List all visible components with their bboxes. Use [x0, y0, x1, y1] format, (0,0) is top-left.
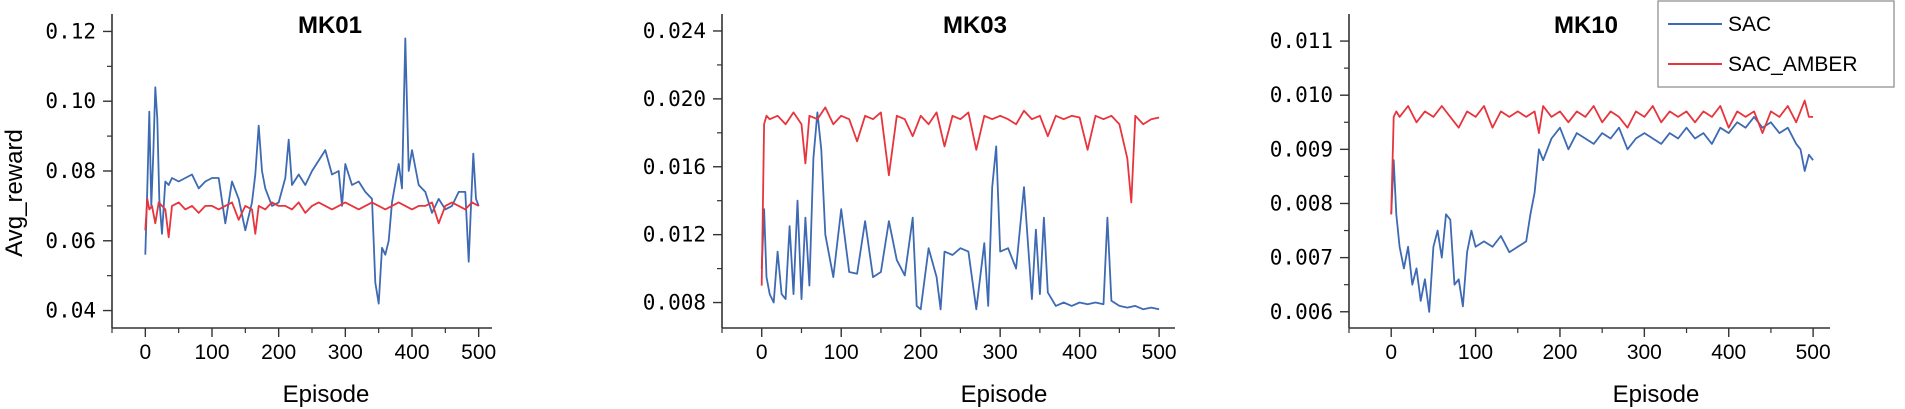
y-tick-label: 0.024 [643, 19, 706, 43]
panel-mk01: MK01 Avg_reward Episode 0.04 0.06 0.08 0.10… [1, 12, 496, 408]
x-tick-label: 100 [1458, 341, 1493, 364]
y-tick-label: 0.012 [643, 223, 706, 247]
legend-label-sac-amber: SAC_AMBER [1728, 53, 1858, 76]
x-tick-label: 200 [1542, 341, 1577, 364]
x-tick-label: 0 [756, 341, 768, 364]
y-tick-label: 0.007 [1270, 246, 1333, 270]
y-tick-label: 0.016 [643, 155, 706, 179]
y-tick-label: 0.08 [45, 159, 96, 183]
x-tick-label: 300 [1627, 341, 1662, 364]
x-tick-label: 300 [328, 341, 363, 364]
x-tick-label: 400 [1062, 341, 1097, 364]
x-axis-label: Episode [283, 381, 370, 408]
series-line-sac-amber [1390, 99, 1814, 215]
y-tick-label: 0.011 [1270, 29, 1333, 53]
x-tick-label: 100 [824, 341, 859, 364]
series-line-sac [1390, 116, 1814, 313]
panel-mk10: MK10 Episode 0.006 0.007 0.008 0.009 0.010 0.… [1270, 12, 1831, 408]
x-tick-label: 0 [139, 341, 151, 364]
x-tick-label: 100 [194, 341, 229, 364]
y-tick-label: 0.12 [45, 19, 96, 43]
x-tick-label: 500 [1796, 341, 1831, 364]
x-tick-label: 500 [461, 341, 496, 364]
x-tick-label: 300 [983, 341, 1018, 364]
x-tick-label: 500 [1142, 341, 1177, 364]
panel-mk03: MK03 Episode 0.008 0.012 0.016 0.020 0.024 0 1… [643, 12, 1177, 408]
y-tick-label: 0.006 [1270, 300, 1333, 324]
y-tick-label: 0.009 [1270, 137, 1333, 161]
y-tick-label: 0.04 [45, 299, 96, 323]
y-tick-label: 0.10 [45, 89, 96, 113]
panel-title: MK03 [943, 12, 1007, 39]
x-tick-label: 200 [261, 341, 296, 364]
series-line-sac-amber [144, 197, 480, 239]
y-tick-label: 0.008 [643, 291, 706, 315]
legend: SAC SAC_AMBER [1657, 0, 1895, 88]
series-line-sac-amber [760, 106, 1160, 286]
panel-title: MK10 [1554, 12, 1618, 39]
y-tick-label: 0.020 [643, 87, 706, 111]
y-tick-label: 0.010 [1270, 83, 1333, 107]
legend-box [1657, 0, 1895, 88]
series-line-sac [760, 111, 1160, 311]
y-tick-label: 0.008 [1270, 191, 1333, 215]
x-tick-label: 400 [394, 341, 429, 364]
panel-title: MK01 [298, 12, 362, 39]
y-tick-label: 0.06 [45, 229, 96, 253]
x-tick-label: 0 [1385, 341, 1397, 364]
x-axis-label: Episode [961, 381, 1048, 408]
x-tick-label: 400 [1711, 341, 1746, 364]
x-tick-label: 200 [903, 341, 938, 364]
series-line-sac [144, 37, 480, 305]
y-axis-label: Avg_reward [1, 129, 28, 257]
x-axis-label: Episode [1613, 381, 1700, 408]
legend-label-sac: SAC [1728, 13, 1771, 36]
